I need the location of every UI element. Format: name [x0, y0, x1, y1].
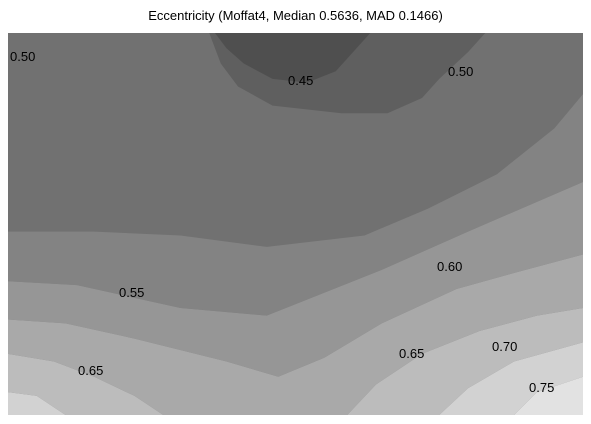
chart-title: Eccentricity (Moffat4, Median 0.5636, MA…: [148, 8, 443, 23]
contour-band-0-70-0-75-right: [347, 308, 583, 415]
contour-band-0-55-0-60: [8, 94, 583, 316]
contour-label: 0.45: [288, 73, 313, 88]
contour-band-0-75-0-80-right: [439, 342, 583, 415]
contour-band-0-50-0-55: [8, 33, 583, 247]
contour-band-0-65-0-70: [8, 254, 583, 415]
contour-label: 0.60: [437, 259, 462, 274]
contour-label: 0.55: [119, 285, 144, 300]
contour-band-0-60-0-65: [8, 181, 583, 377]
contour-label: 0.50: [10, 49, 35, 64]
contour-band-0-75-0-80: [8, 392, 66, 415]
contour-label: 0.70: [492, 339, 517, 354]
contour-label: 0.75: [529, 380, 554, 395]
contour-band-0-40-0-45: [215, 33, 371, 83]
contour-band-0-70-0-75: [8, 353, 164, 415]
contour-label: 0.65: [399, 346, 424, 361]
contour-label: 0.50: [448, 64, 473, 79]
contour-band-0-80-plus: [514, 376, 583, 415]
contour-label: 0.65: [78, 363, 103, 378]
